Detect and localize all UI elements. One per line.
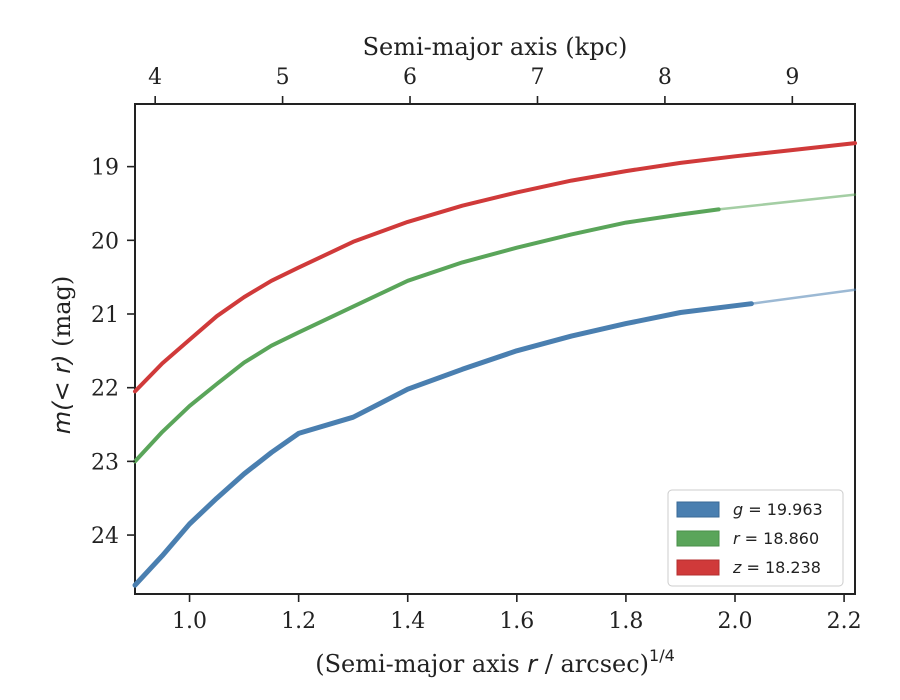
legend-label-r: r = 18.860 [733, 529, 819, 548]
series-layer [132, 141, 857, 588]
y-axis-title: m(< r) (mag) [48, 276, 76, 435]
x-tick-label: 2.2 [827, 609, 862, 634]
x-tick-label: 1.6 [499, 609, 534, 634]
series-r-extension-line [717, 193, 857, 211]
y-axis-title-unit: (mag) [48, 276, 76, 355]
y-tick-label: 21 [91, 303, 119, 328]
legend: g = 19.963 r = 18.860 z = 18.238 [667, 489, 844, 587]
legend-item-g: g = 19.963 [676, 500, 823, 519]
legend-item-r: r = 18.860 [676, 529, 819, 548]
x-axis-ticks: 1.0 1.2 1.4 1.6 1.8 2.0 2.2 [172, 594, 862, 634]
plot-frame [134, 103, 856, 595]
x-tick-label: 1.2 [281, 609, 316, 634]
legend-label-g: g = 19.963 [733, 500, 823, 519]
legend-label-z: z = 18.238 [732, 558, 821, 577]
x-tick-label: 1.4 [390, 609, 425, 634]
series-r-line [133, 207, 721, 464]
x-tick-label: 2.0 [718, 609, 753, 634]
x-axis-title-var: r [527, 650, 539, 678]
y-tick-label: 23 [91, 450, 119, 475]
x-axis-title: (Semi-major axis r / arcsec)1/4 [315, 646, 675, 678]
top-axis-title: Semi-major axis (kpc) [363, 33, 628, 61]
x-tick-label: 1.8 [608, 609, 643, 634]
top-axis-ticks: 4 5 6 7 8 9 [148, 65, 799, 104]
top-tick-label: 8 [658, 65, 672, 90]
series-g-extension-line [750, 288, 857, 305]
y-tick-label: 19 [91, 156, 119, 181]
top-tick-label: 7 [530, 65, 544, 90]
legend-item-z: z = 18.238 [676, 558, 821, 577]
top-tick-label: 9 [785, 65, 799, 90]
y-axis-title-math: m(< r) [48, 355, 76, 435]
x-axis-title-suffix: / arcsec) [537, 650, 649, 678]
y-tick-label: 20 [91, 229, 119, 254]
x-axis-title-prefix: (Semi-major axis [315, 650, 527, 678]
x-tick-label: 1.0 [172, 609, 207, 634]
x-axis-title-exponent: 1/4 [649, 646, 675, 665]
legend-swatch-z [676, 559, 720, 576]
legend-swatch-g [676, 501, 720, 518]
top-tick-label: 5 [276, 65, 290, 90]
y-tick-label: 24 [91, 524, 119, 549]
y-tick-label: 22 [91, 377, 119, 402]
top-tick-label: 6 [403, 65, 417, 90]
legend-swatch-r [676, 530, 720, 547]
series-z-line [133, 141, 857, 394]
y-axis-ticks: 19 20 21 22 23 24 [91, 156, 135, 549]
series-g-line [132, 301, 754, 588]
top-tick-label: 4 [148, 65, 162, 90]
